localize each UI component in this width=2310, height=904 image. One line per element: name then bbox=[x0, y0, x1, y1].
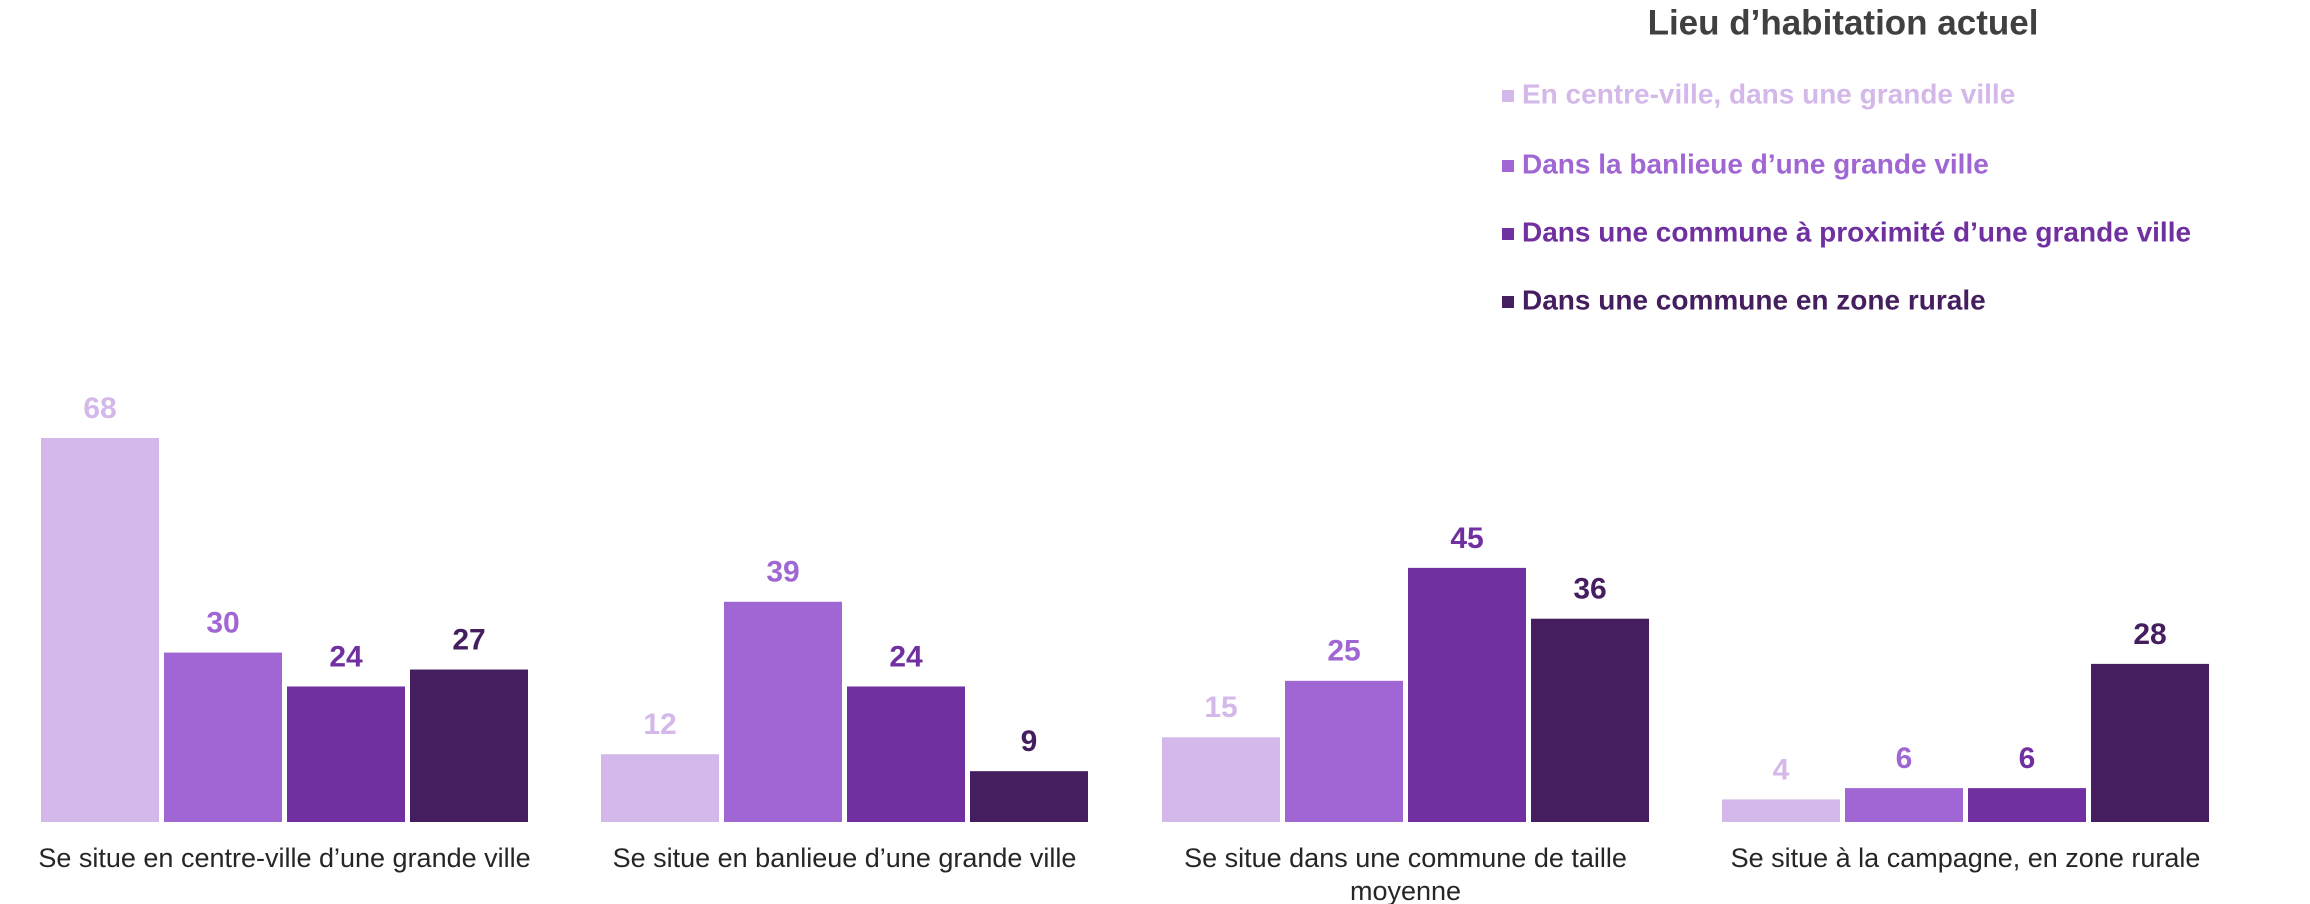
bar bbox=[164, 652, 282, 822]
value-label: 9 bbox=[1021, 725, 1038, 758]
bar bbox=[1162, 737, 1280, 822]
bar bbox=[970, 771, 1088, 822]
value-label: 36 bbox=[1573, 573, 1606, 606]
bar bbox=[724, 601, 842, 822]
value-label: 25 bbox=[1327, 635, 1360, 668]
category-label: Se situe en banlieue d’une grande ville bbox=[612, 843, 1077, 873]
legend-swatch bbox=[1502, 228, 1514, 240]
legend-swatch bbox=[1502, 296, 1514, 308]
bar bbox=[1845, 788, 1963, 822]
category-label: Se situe en centre-ville d’une grande vi… bbox=[38, 843, 531, 873]
category-label: Se situe à la campagne, en zone rurale bbox=[1730, 843, 2201, 873]
value-label: 30 bbox=[206, 607, 239, 640]
bar bbox=[2091, 663, 2209, 822]
bar bbox=[1531, 618, 1649, 822]
bar bbox=[410, 669, 528, 822]
legend-label: Dans une commune à proximité d’une grand… bbox=[1522, 216, 2191, 247]
value-label: 24 bbox=[329, 640, 363, 673]
legend-label: Dans la banlieue d’une grande ville bbox=[1522, 148, 1989, 179]
value-label: 24 bbox=[889, 640, 923, 673]
bar bbox=[1285, 680, 1403, 822]
bar bbox=[287, 686, 405, 822]
bar bbox=[601, 754, 719, 822]
category-label: Se situe dans une commune de taille moye… bbox=[1184, 843, 1627, 904]
value-label: 6 bbox=[1896, 742, 1913, 775]
bar bbox=[1408, 567, 1526, 822]
legend-swatch bbox=[1502, 90, 1514, 102]
value-label: 28 bbox=[2133, 618, 2166, 651]
value-label: 27 bbox=[452, 623, 485, 656]
value-label: 12 bbox=[643, 708, 676, 741]
value-label: 6 bbox=[2019, 742, 2036, 775]
value-label: 45 bbox=[1450, 522, 1483, 555]
value-label: 68 bbox=[83, 392, 116, 425]
legend-swatch bbox=[1502, 160, 1514, 172]
bar bbox=[41, 438, 159, 822]
value-label: 39 bbox=[766, 556, 799, 589]
bar bbox=[847, 686, 965, 822]
legend-label: En centre-ville, dans une grande ville bbox=[1522, 78, 2015, 109]
legend-label: Dans une commune en zone rurale bbox=[1522, 284, 1986, 315]
bar bbox=[1722, 799, 1840, 822]
legend-title: Lieu d’habitation actuel bbox=[1648, 3, 2039, 42]
bar bbox=[1968, 788, 2086, 822]
value-label: 4 bbox=[1773, 753, 1790, 786]
value-label: 15 bbox=[1204, 691, 1237, 724]
